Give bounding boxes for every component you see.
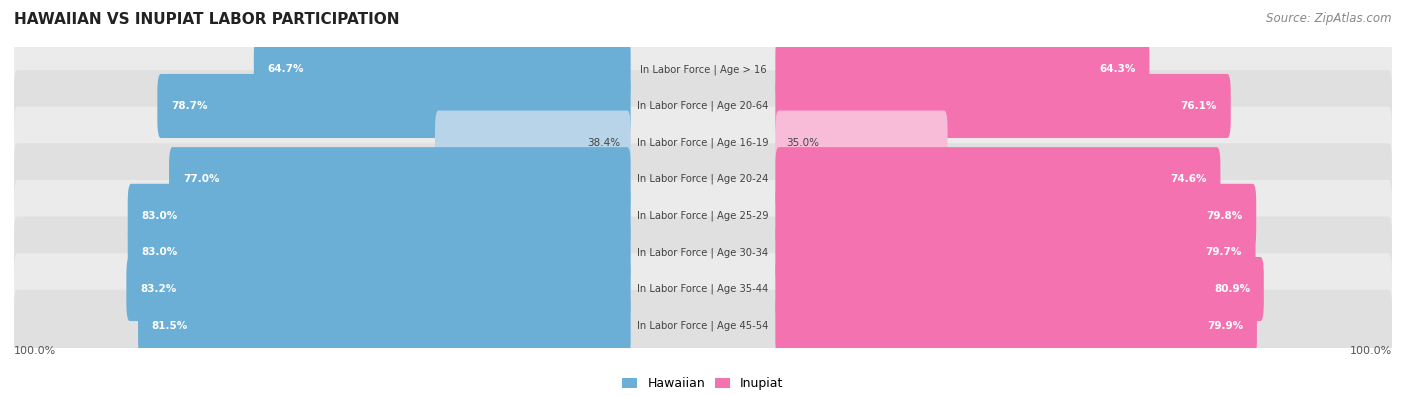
FancyBboxPatch shape — [128, 184, 631, 248]
Text: In Labor Force | Age 20-24: In Labor Force | Age 20-24 — [637, 174, 769, 184]
Text: In Labor Force | Age 25-29: In Labor Force | Age 25-29 — [637, 211, 769, 221]
FancyBboxPatch shape — [14, 107, 1392, 179]
FancyBboxPatch shape — [14, 180, 1392, 252]
FancyBboxPatch shape — [775, 111, 948, 175]
FancyBboxPatch shape — [14, 216, 1392, 288]
Text: 83.0%: 83.0% — [142, 211, 177, 221]
FancyBboxPatch shape — [254, 38, 631, 102]
FancyBboxPatch shape — [775, 257, 1264, 321]
Text: In Labor Force | Age 20-64: In Labor Force | Age 20-64 — [637, 101, 769, 111]
FancyBboxPatch shape — [128, 220, 631, 284]
Text: Source: ZipAtlas.com: Source: ZipAtlas.com — [1267, 12, 1392, 25]
Text: 78.7%: 78.7% — [172, 101, 208, 111]
FancyBboxPatch shape — [775, 220, 1256, 284]
Text: HAWAIIAN VS INUPIAT LABOR PARTICIPATION: HAWAIIAN VS INUPIAT LABOR PARTICIPATION — [14, 12, 399, 27]
Text: 64.3%: 64.3% — [1099, 64, 1136, 74]
Text: 64.7%: 64.7% — [267, 64, 304, 74]
Text: In Labor Force | Age 30-34: In Labor Force | Age 30-34 — [637, 247, 769, 258]
Text: In Labor Force | Age 45-54: In Labor Force | Age 45-54 — [637, 320, 769, 331]
Text: 77.0%: 77.0% — [183, 174, 219, 184]
Text: 79.7%: 79.7% — [1205, 247, 1241, 258]
Text: 79.8%: 79.8% — [1206, 211, 1243, 221]
Text: In Labor Force | Age > 16: In Labor Force | Age > 16 — [640, 64, 766, 75]
Text: In Labor Force | Age 16-19: In Labor Force | Age 16-19 — [637, 137, 769, 148]
FancyBboxPatch shape — [14, 34, 1392, 105]
FancyBboxPatch shape — [14, 143, 1392, 215]
FancyBboxPatch shape — [775, 38, 1150, 102]
FancyBboxPatch shape — [138, 293, 631, 357]
Text: 81.5%: 81.5% — [152, 321, 188, 331]
FancyBboxPatch shape — [775, 147, 1220, 211]
Text: In Labor Force | Age 35-44: In Labor Force | Age 35-44 — [637, 284, 769, 294]
Text: 35.0%: 35.0% — [786, 137, 818, 148]
Legend: Hawaiian, Inupiat: Hawaiian, Inupiat — [617, 372, 789, 395]
Text: 38.4%: 38.4% — [588, 137, 620, 148]
Text: 74.6%: 74.6% — [1170, 174, 1206, 184]
Text: 83.0%: 83.0% — [142, 247, 177, 258]
FancyBboxPatch shape — [169, 147, 631, 211]
FancyBboxPatch shape — [775, 74, 1230, 138]
Text: 80.9%: 80.9% — [1213, 284, 1250, 294]
FancyBboxPatch shape — [775, 184, 1256, 248]
FancyBboxPatch shape — [127, 257, 631, 321]
Text: 79.9%: 79.9% — [1206, 321, 1243, 331]
FancyBboxPatch shape — [14, 70, 1392, 142]
FancyBboxPatch shape — [14, 290, 1392, 361]
Text: 100.0%: 100.0% — [1350, 346, 1392, 356]
Text: 76.1%: 76.1% — [1181, 101, 1218, 111]
Text: 83.2%: 83.2% — [141, 284, 176, 294]
Text: 100.0%: 100.0% — [14, 346, 56, 356]
FancyBboxPatch shape — [157, 74, 631, 138]
FancyBboxPatch shape — [14, 253, 1392, 325]
FancyBboxPatch shape — [775, 293, 1257, 357]
FancyBboxPatch shape — [434, 111, 631, 175]
